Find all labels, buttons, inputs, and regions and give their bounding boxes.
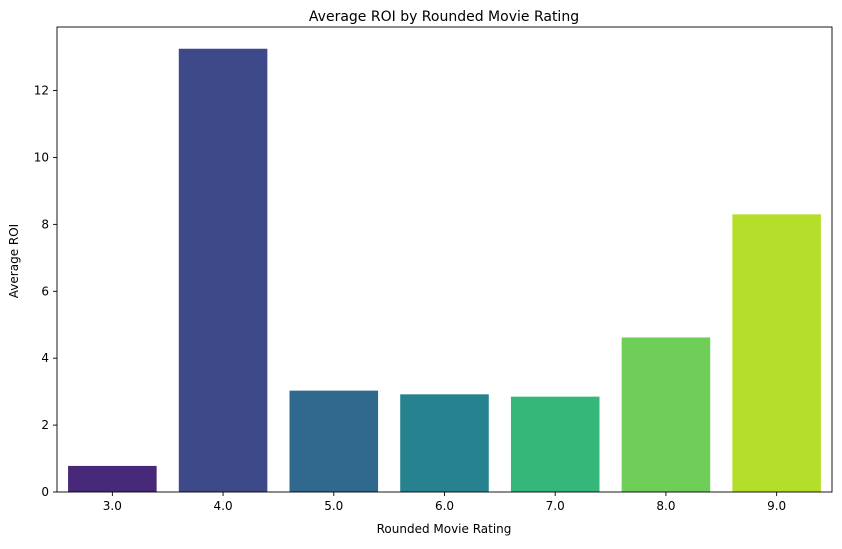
y-tick-label: 2 xyxy=(41,418,49,432)
x-ticks-group: 3.0 4.0 5.0 6.0 7.0 8.0 9.0 xyxy=(103,492,786,513)
chart-title: Average ROI by Rounded Movie Rating xyxy=(309,9,579,25)
y-tick-label: 8 xyxy=(41,217,49,231)
y-tick-label: 10 xyxy=(34,150,49,164)
x-tick-label: 7.0 xyxy=(546,499,565,513)
y-tick-label: 6 xyxy=(41,284,49,298)
bar-8-0 xyxy=(621,337,711,492)
bar-5-0 xyxy=(289,390,379,492)
bar-3-0 xyxy=(68,465,157,492)
bar-7-0 xyxy=(510,396,600,492)
bar-4-0 xyxy=(178,48,268,493)
y-ticks-group: 0 2 4 6 8 10 12 xyxy=(34,84,57,499)
x-tick-label: 9.0 xyxy=(767,499,786,513)
x-tick-label: 6.0 xyxy=(435,499,454,513)
y-tick-label: 12 xyxy=(34,84,49,98)
x-tick-label: 8.0 xyxy=(656,499,675,513)
y-axis-label: Average ROI xyxy=(7,224,21,298)
bar-6-0 xyxy=(400,394,489,492)
bars-group xyxy=(68,48,821,493)
plot-frame xyxy=(56,26,833,493)
x-axis-label: Rounded Movie Rating xyxy=(377,522,512,536)
y-tick-label: 0 xyxy=(41,485,49,499)
y-tick-label: 4 xyxy=(41,351,49,365)
x-tick-label: 5.0 xyxy=(324,499,343,513)
bar-9-0 xyxy=(732,214,821,492)
x-tick-label: 4.0 xyxy=(214,499,233,513)
x-tick-label: 3.0 xyxy=(103,499,122,513)
